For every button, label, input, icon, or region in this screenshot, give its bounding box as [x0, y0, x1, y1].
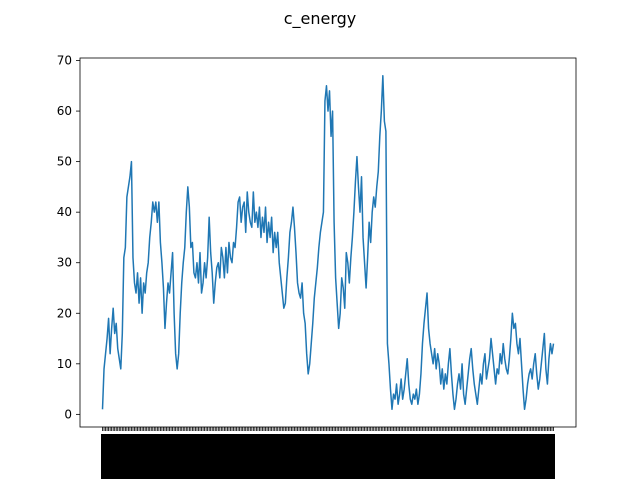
- chart-title: c_energy: [284, 9, 357, 29]
- y-tick-label: 70: [57, 54, 72, 68]
- x-tick-group: [101, 427, 555, 479]
- y-tick-label: 20: [57, 306, 72, 320]
- y-tick-label: 10: [57, 357, 72, 371]
- y-tick-label: 30: [57, 256, 72, 270]
- series-line: [101, 74, 555, 411]
- y-tick-label: 0: [64, 407, 72, 421]
- plot-frame: [79, 57, 577, 428]
- y-tick-label: 50: [57, 155, 72, 169]
- y-tick-label: 40: [57, 205, 72, 219]
- y-tick-label: 60: [57, 104, 72, 118]
- y-axis: 0 10 20 30 40 50 60 70: [57, 54, 80, 421]
